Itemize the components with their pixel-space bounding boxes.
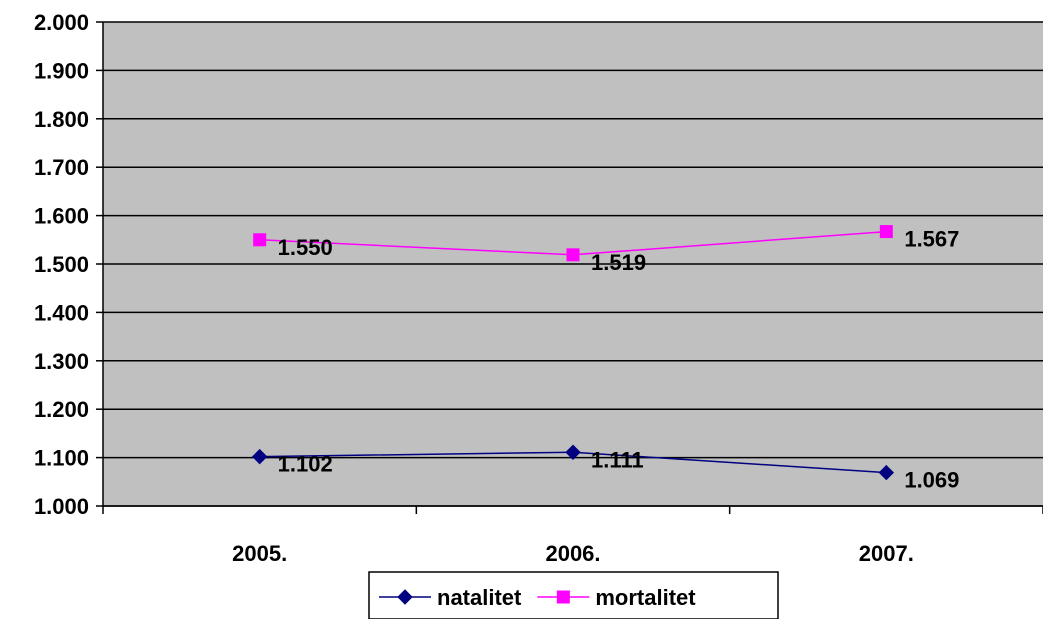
data-labels: 1.102 1.111 1.069 1.550 1.519 1.567 [278,227,960,493]
series-point-mortalitet [253,233,267,247]
data-label-mortalitet: 1.519 [591,250,646,275]
data-label-mortalitet: 1.567 [904,227,959,252]
legend: natalitet mortalitet [368,571,779,620]
series-layer [251,225,895,481]
series-point-natalitet [565,444,581,460]
x-tick-label: 2007. [859,541,914,566]
data-label-natalitet: 1.111 [591,447,644,472]
y-tick-label: 1.000 [34,494,89,519]
y-tick-label: 1.500 [34,252,89,277]
y-tick-label: 1.900 [34,58,89,83]
series-point-mortalitet [879,225,893,239]
legend-label-natalitet: natalitet [437,585,522,610]
data-label-mortalitet: 1.550 [278,235,333,260]
y-tick-label: 2.000 [34,10,89,35]
legend-label-mortalitet: mortalitet [595,585,696,610]
y-tick-label: 1.200 [34,397,89,422]
x-tick-label: 2005. [232,541,287,566]
y-tick-label: 1.300 [34,349,89,374]
y-tick-label: 1.600 [34,204,89,229]
y-tick-label: 1.700 [34,155,89,180]
series-point-mortalitet [566,248,580,262]
legend-box [368,571,779,620]
y-tick-label: 1.800 [34,107,89,132]
y-tick-label: 1.400 [34,300,89,325]
legend-marker-mortalitet [556,590,570,604]
series-point-natalitet [251,448,268,465]
data-label-natalitet: 1.069 [904,468,959,493]
y-tick-label: 1.100 [34,446,89,471]
legend-marker-natalitet [397,589,413,605]
series-point-natalitet [878,464,895,481]
data-label-natalitet: 1.102 [278,452,333,477]
axes: 1.000 1.100 1.200 1.300 1.400 1.500 1.600 1.700… [34,10,1043,566]
x-tick-label: 2006. [545,541,600,566]
